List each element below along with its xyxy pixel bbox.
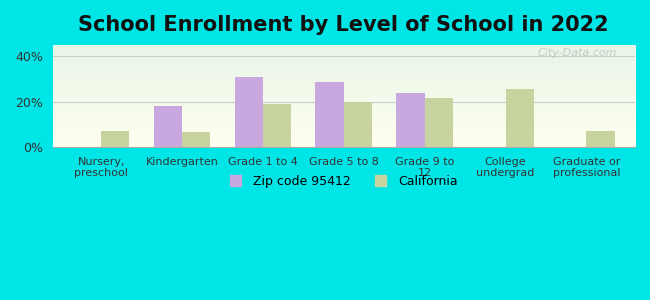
Bar [101, 131, 129, 147]
Bar [396, 93, 424, 147]
Bar [182, 132, 211, 147]
Title: School Enrollment by Level of School in 2022: School Enrollment by Level of School in … [79, 15, 609, 35]
Bar [235, 77, 263, 147]
Bar [506, 89, 534, 147]
Bar [344, 102, 372, 147]
Bar [153, 106, 182, 147]
Bar [263, 104, 291, 147]
Legend: Zip code 95412, California: Zip code 95412, California [224, 169, 463, 194]
Bar [315, 82, 344, 147]
Text: City-Data.com: City-Data.com [538, 48, 617, 58]
Bar [424, 98, 453, 147]
Bar [586, 131, 615, 147]
